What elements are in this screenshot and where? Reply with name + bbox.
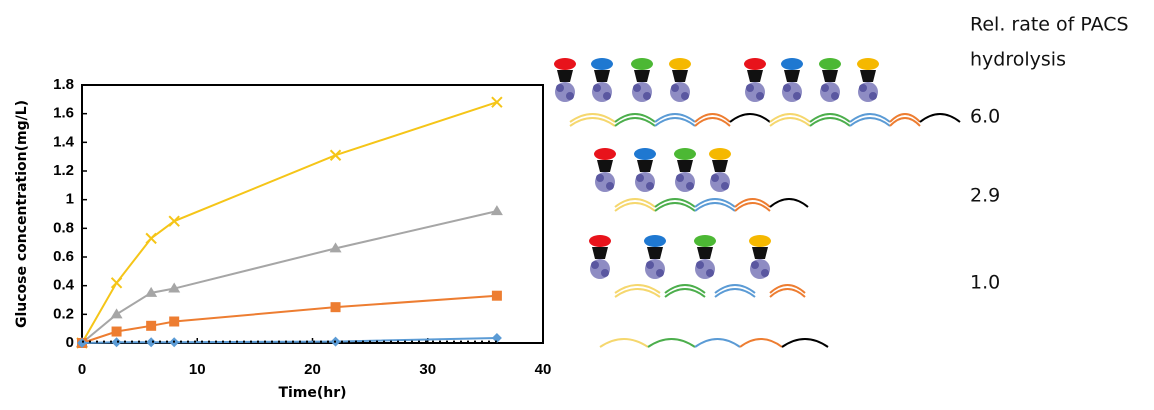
y-tick-label: 0.2 xyxy=(53,305,74,322)
cellulose-arc xyxy=(648,339,695,347)
cellulose-arc xyxy=(782,339,828,347)
enzyme xyxy=(694,235,716,279)
y-tick-label: 1.8 xyxy=(53,76,74,93)
enzyme xyxy=(591,58,613,102)
marker xyxy=(331,302,341,312)
cellulose-arc xyxy=(600,339,648,347)
cellulose-arc xyxy=(770,289,805,297)
y-tick-label: 0 xyxy=(66,334,74,351)
y-tick-label: 0.6 xyxy=(53,248,74,265)
enzyme xyxy=(589,235,611,279)
marker xyxy=(169,216,179,226)
cellulose-arc xyxy=(615,203,655,211)
cellulose-arc xyxy=(890,118,920,126)
cellulose-arc xyxy=(850,118,890,126)
rate-value: 6.0 xyxy=(970,106,1000,128)
enzyme-diagram xyxy=(554,58,960,347)
cellulose-arc xyxy=(695,339,740,347)
x-tick-label: 10 xyxy=(189,361,206,378)
cellulose-arc xyxy=(570,118,615,126)
marker xyxy=(146,321,156,331)
marker xyxy=(111,308,123,318)
plot-frame xyxy=(82,85,543,343)
cellulose-arc xyxy=(740,339,782,347)
enzyme xyxy=(669,58,691,102)
marker xyxy=(169,317,179,327)
enzyme xyxy=(594,148,616,192)
marker xyxy=(492,291,502,301)
y-tick-label: 1.2 xyxy=(53,162,74,179)
marker xyxy=(112,337,122,347)
marker xyxy=(331,150,341,160)
figure: 0 0.2 0.4 0.6 0.8 1 1.2 1.4 1.6 1.8 0 10 20 30 40 Time(… xyxy=(0,0,1154,406)
y-tick-label: 0.4 xyxy=(53,277,75,294)
cellulose-arc xyxy=(770,118,810,126)
y-tick-label: 1.4 xyxy=(53,133,75,150)
enzyme xyxy=(554,58,576,102)
rate-header: Rel. rate of PACS xyxy=(970,14,1129,36)
cellulose-arc xyxy=(770,199,808,207)
rate-value: 2.9 xyxy=(970,185,1000,207)
enzyme xyxy=(709,148,731,192)
x-tick-label: 0 xyxy=(78,361,86,378)
marker xyxy=(146,233,156,243)
enzyme xyxy=(644,235,666,279)
enzyme xyxy=(819,58,841,102)
cellulose-arc xyxy=(615,118,655,126)
cellulose-arc xyxy=(810,118,850,126)
y-axis-title: Glucose concentration(mg/L) xyxy=(14,100,30,328)
marker xyxy=(112,278,122,288)
rate-value: 1.0 xyxy=(970,272,1000,294)
cellulose-arc xyxy=(920,114,960,122)
cellulose-arc xyxy=(695,118,730,126)
x-tick-label: 30 xyxy=(419,361,436,378)
y-tick-label: 1.6 xyxy=(53,105,74,122)
x-tick-label: 40 xyxy=(535,361,552,378)
y-tick-label: 0.8 xyxy=(53,219,74,236)
enzyme xyxy=(744,58,766,102)
series-line xyxy=(82,211,497,343)
series-line xyxy=(82,102,497,343)
enzyme xyxy=(634,148,656,192)
marker xyxy=(491,205,503,215)
cellulose-arc xyxy=(615,289,660,297)
enzyme xyxy=(857,58,879,102)
enzyme xyxy=(674,148,696,192)
series-line xyxy=(82,296,497,343)
x-axis-title: Time(hr) xyxy=(278,385,346,401)
x-tick-label: 20 xyxy=(304,361,321,378)
y-tick-label: 1 xyxy=(66,191,74,208)
marker xyxy=(492,97,502,107)
marker xyxy=(146,337,156,347)
cellulose-arc xyxy=(695,203,735,211)
cellulose-arc xyxy=(655,118,695,126)
rate-header: hydrolysis xyxy=(970,49,1066,71)
enzyme xyxy=(781,58,803,102)
cellulose-arc xyxy=(715,289,755,297)
cellulose-arc xyxy=(665,289,705,297)
cellulose-arc xyxy=(735,203,770,211)
marker xyxy=(112,327,122,337)
cellulose-arc xyxy=(730,114,770,122)
cellulose-arc xyxy=(655,203,695,211)
enzyme xyxy=(631,58,653,102)
enzyme xyxy=(749,235,771,279)
line-chart: 0 0.2 0.4 0.6 0.8 1 1.2 1.4 1.6 1.8 0 10 20 30 40 Time(… xyxy=(14,76,551,401)
